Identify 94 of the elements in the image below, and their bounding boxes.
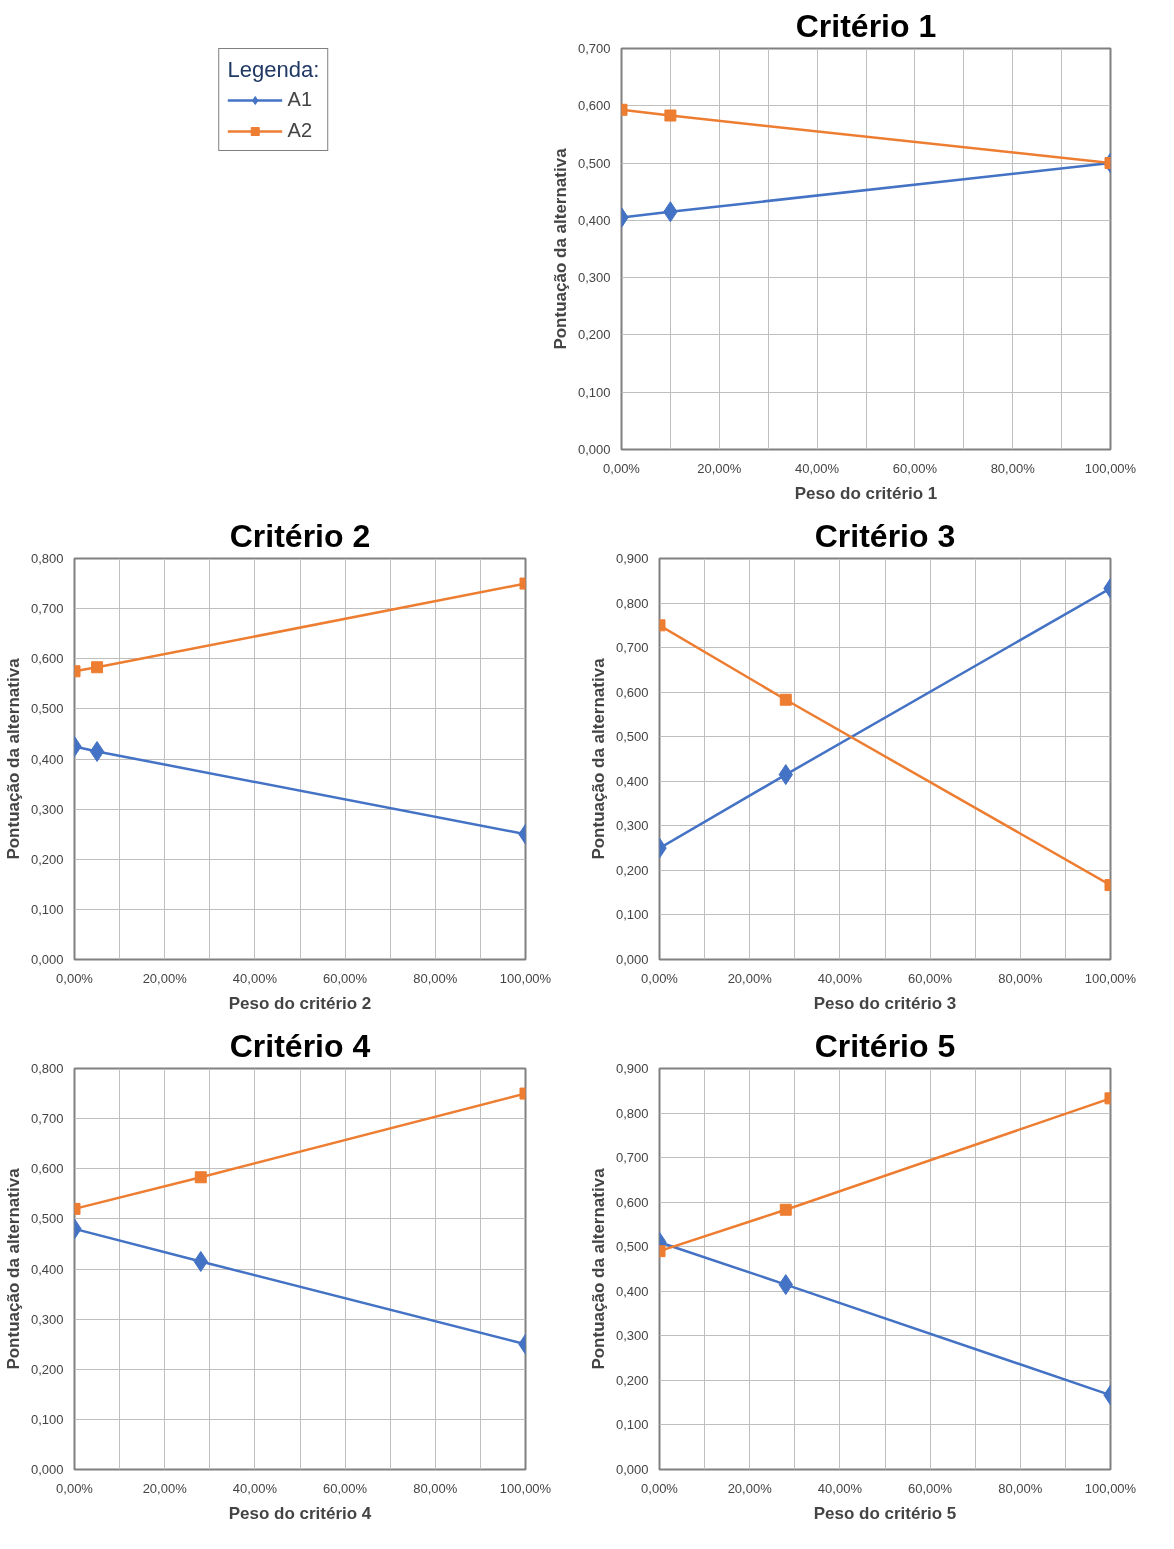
y-tick-label: 0,100 bbox=[30, 901, 64, 917]
y-tick-label: 0,400 bbox=[615, 773, 649, 789]
x-tick-label: 80,00% bbox=[998, 1480, 1043, 1496]
x-tick-label: 40,00% bbox=[817, 970, 863, 986]
x-tick-label: 100,00% bbox=[1084, 970, 1137, 986]
y-tick-label: 0,100 bbox=[615, 907, 649, 923]
y-axis-title: Pontuação da alternativa bbox=[588, 657, 608, 860]
y-axis-title: Pontuação da alternativa bbox=[588, 1167, 608, 1370]
y-tick-label: 0,600 bbox=[577, 98, 611, 114]
y-tick-label: 0,300 bbox=[577, 270, 611, 286]
y-tick-label: 0,700 bbox=[30, 601, 64, 617]
y-tick-label: 0,500 bbox=[615, 1239, 649, 1255]
y-axis-title: Pontuação da alternativa bbox=[550, 147, 570, 350]
chart-title: Critério 3 bbox=[814, 517, 956, 554]
y-tick-label: 0,400 bbox=[615, 1283, 649, 1299]
y-tick-label: 0,500 bbox=[30, 701, 64, 717]
y-tick-label: 0,600 bbox=[30, 1161, 64, 1177]
y-tick-label: 0,600 bbox=[615, 1194, 649, 1210]
y-tick-label: 0,800 bbox=[30, 1061, 64, 1076]
x-axis-title: Peso do critério 2 bbox=[228, 993, 372, 1013]
x-tick-label: 60,00% bbox=[323, 970, 368, 986]
x-tick-label: 0,00% bbox=[641, 970, 679, 986]
y-tick-label: 0,700 bbox=[30, 1111, 64, 1127]
y-tick-label: 0,200 bbox=[615, 1372, 649, 1388]
y-tick-label: 0,200 bbox=[30, 851, 64, 867]
y-tick-label: 0,500 bbox=[577, 155, 611, 171]
y-axis-title: Pontuação da alternativa bbox=[3, 657, 23, 860]
y-tick-label: 0,400 bbox=[30, 1261, 64, 1277]
y-axis-title: Pontuação da alternativa bbox=[3, 1167, 23, 1370]
y-tick-label: 0,000 bbox=[615, 952, 649, 967]
y-tick-label: 0,700 bbox=[615, 1150, 649, 1166]
x-tick-label: 20,00% bbox=[697, 460, 742, 476]
y-tick-label: 0,000 bbox=[30, 952, 64, 967]
y-tick-label: 0,200 bbox=[30, 1361, 64, 1377]
y-tick-label: 0,000 bbox=[577, 442, 611, 457]
x-tick-label: 60,00% bbox=[323, 1480, 368, 1496]
x-tick-label: 100,00% bbox=[1084, 460, 1137, 476]
y-tick-label: 0,300 bbox=[615, 1328, 649, 1344]
chart-title: Critério 5 bbox=[814, 1027, 956, 1064]
x-tick-label: 80,00% bbox=[413, 970, 458, 986]
x-tick-label: 40,00% bbox=[232, 970, 278, 986]
y-tick-label: 0,800 bbox=[30, 551, 64, 566]
y-tick-label: 0,000 bbox=[615, 1462, 649, 1477]
y-tick-label: 0,100 bbox=[30, 1411, 64, 1427]
x-tick-label: 40,00% bbox=[795, 460, 840, 476]
y-tick-label: 0,100 bbox=[615, 1417, 649, 1433]
chart-title: Critério 1 bbox=[795, 7, 937, 44]
x-tick-label: 20,00% bbox=[142, 1480, 188, 1496]
y-tick-label: 0,400 bbox=[577, 212, 611, 228]
x-tick-label: 100,00% bbox=[499, 970, 552, 986]
x-tick-label: 100,00% bbox=[499, 1480, 552, 1496]
y-tick-label: 0,200 bbox=[577, 327, 611, 343]
x-tick-label: 60,00% bbox=[908, 1480, 953, 1496]
y-tick-label: 0,300 bbox=[30, 1311, 64, 1327]
x-tick-label: 0,00% bbox=[641, 1480, 679, 1496]
y-tick-label: 0,800 bbox=[615, 595, 649, 611]
legend-title: Legenda: bbox=[227, 57, 320, 83]
y-tick-label: 0,700 bbox=[577, 41, 611, 56]
chart-title: Critério 2 bbox=[229, 517, 371, 554]
y-tick-label: 0,300 bbox=[30, 801, 64, 817]
y-tick-label: 0,800 bbox=[615, 1105, 649, 1121]
y-tick-label: 0,100 bbox=[577, 384, 611, 400]
x-axis-title: Peso do critério 1 bbox=[794, 483, 938, 503]
y-tick-label: 0,700 bbox=[615, 640, 649, 656]
y-tick-label: 0,500 bbox=[615, 729, 649, 745]
x-tick-label: 20,00% bbox=[142, 970, 188, 986]
y-tick-label: 0,600 bbox=[615, 684, 649, 700]
legend-label: A1 bbox=[287, 88, 313, 111]
y-tick-label: 0,900 bbox=[615, 1061, 649, 1076]
y-tick-label: 0,500 bbox=[30, 1211, 64, 1227]
y-tick-label: 0,600 bbox=[30, 651, 64, 667]
y-tick-label: 0,000 bbox=[30, 1462, 64, 1477]
x-tick-label: 40,00% bbox=[232, 1480, 278, 1496]
x-tick-label: 100,00% bbox=[1084, 1480, 1137, 1496]
x-tick-label: 20,00% bbox=[727, 970, 773, 986]
x-tick-label: 80,00% bbox=[990, 460, 1036, 476]
y-tick-label: 0,300 bbox=[615, 818, 649, 834]
x-tick-label: 60,00% bbox=[892, 460, 938, 476]
x-tick-label: 40,00% bbox=[817, 1480, 863, 1496]
legend-label: A2 bbox=[287, 119, 313, 142]
x-axis-title: Peso do critério 3 bbox=[813, 993, 957, 1013]
x-tick-label: 0,00% bbox=[56, 1480, 94, 1496]
x-tick-label: 20,00% bbox=[727, 1480, 773, 1496]
y-tick-label: 0,200 bbox=[615, 862, 649, 878]
x-tick-label: 80,00% bbox=[998, 970, 1043, 986]
y-tick-label: 0,400 bbox=[30, 751, 64, 767]
x-tick-label: 80,00% bbox=[413, 1480, 458, 1496]
x-tick-label: 0,00% bbox=[603, 460, 641, 476]
x-axis-title: Peso do critério 5 bbox=[813, 1503, 957, 1523]
chart-title: Critério 4 bbox=[229, 1027, 371, 1064]
x-axis-title: Peso do critério 4 bbox=[228, 1503, 372, 1523]
x-tick-label: 0,00% bbox=[56, 970, 94, 986]
y-tick-label: 0,900 bbox=[615, 551, 649, 566]
x-tick-label: 60,00% bbox=[908, 970, 953, 986]
